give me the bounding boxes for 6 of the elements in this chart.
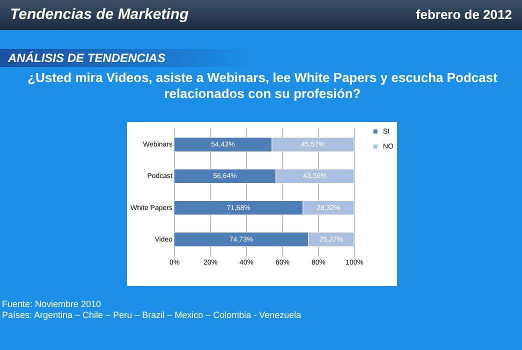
chart-subtitle: ANÁLISIS DE TENDENCIAS (0, 49, 258, 67)
source-note: Fuente: Noviembre 2010 (2, 299, 102, 309)
chart-title: ¿Usted mira Videos, asiste a Webinars, lee White Papers y escucha Podcast relacionados con su profesión? (26, 70, 498, 102)
text: febrero de 2012 (416, 7, 512, 22)
text: Países: Argentina – Chile – Peru – Brazil – Mexico – Colombia - Venezuela (2, 310, 302, 320)
text: Tendencias de Marketing (10, 6, 189, 23)
